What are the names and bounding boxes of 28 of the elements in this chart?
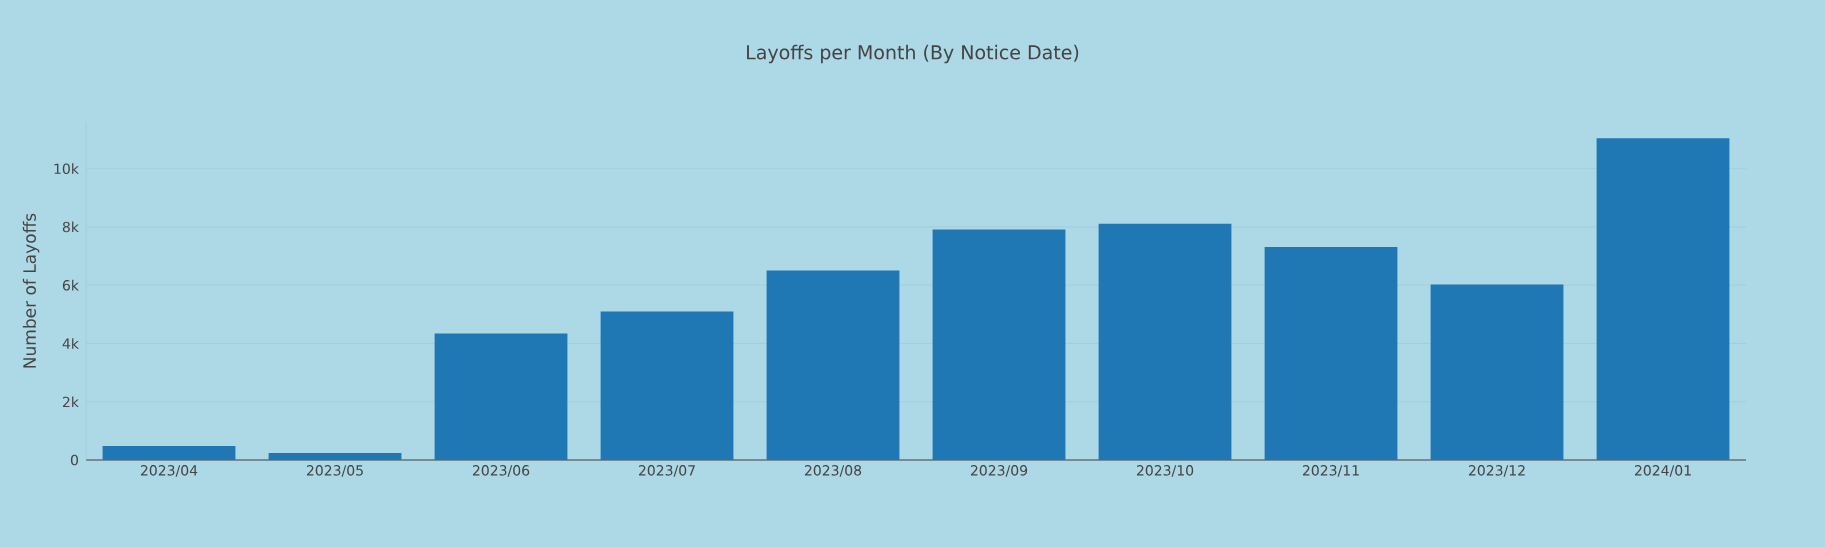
x-tick-label: 2023/07: [638, 465, 695, 477]
x-tick-label: 2023/09: [970, 465, 1028, 477]
chart-title: Layoffs per Month (By Notice Date): [747, 44, 1079, 64]
bar: [600, 311, 734, 460]
x-tick-label: 2023/08: [804, 465, 862, 477]
x-tick-label: 2023/10: [1136, 465, 1194, 477]
bar: [434, 333, 568, 460]
y-tick-label: 0: [70, 454, 78, 466]
x-tick-label: 2023/05: [306, 465, 363, 477]
y-tick-label: 4k: [62, 338, 79, 349]
y-tick-label: 10k: [54, 163, 79, 175]
y-tick-label: 6k: [62, 279, 79, 291]
x-tick-label: 2023/11: [1302, 465, 1359, 477]
y-tick-label: 8k: [62, 221, 79, 233]
bar: [766, 270, 900, 460]
bar: [268, 453, 402, 460]
bar: [1430, 284, 1564, 460]
y-axis-title: Number of Layoffs: [22, 213, 40, 368]
x-tick-label: 2024/01: [1634, 465, 1691, 477]
y-tick-label: 2k: [62, 396, 79, 408]
bar: [1596, 138, 1730, 460]
bar: [102, 446, 236, 460]
bar: [1264, 247, 1398, 460]
x-tick-label: 2023/06: [472, 465, 530, 477]
x-tick-label: 2023/12: [1468, 465, 1525, 477]
bar: [1098, 223, 1232, 460]
x-tick-label: 2023/04: [140, 465, 198, 477]
bar: [932, 229, 1066, 460]
